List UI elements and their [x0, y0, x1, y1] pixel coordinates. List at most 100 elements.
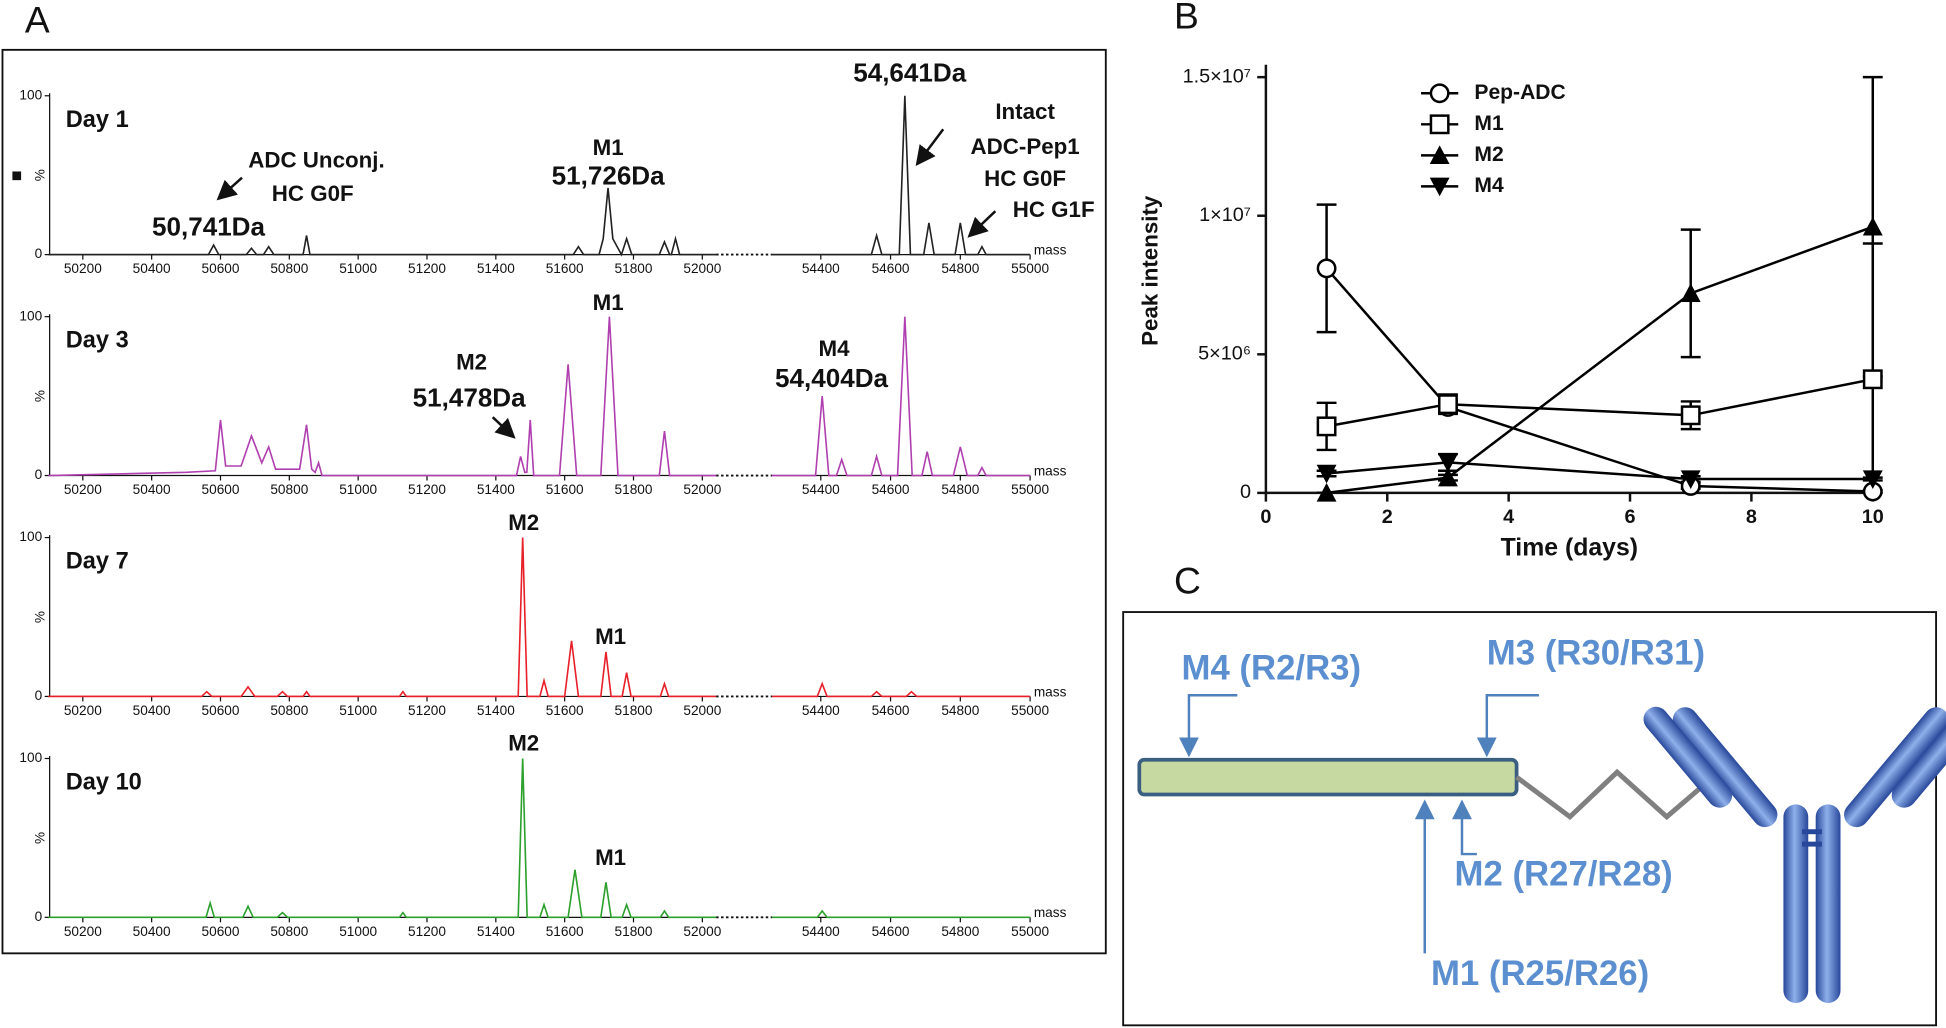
x-tick-label: 52000 — [683, 261, 721, 276]
x-tick-label: 51400 — [477, 482, 515, 497]
site-label: M3 (R30/R31) — [1487, 635, 1705, 673]
annotation: M1 — [595, 624, 626, 649]
x-tick-label: 51200 — [408, 482, 446, 497]
site-label: M1 (R25/R26) — [1431, 955, 1649, 993]
y-axis-label: % — [33, 611, 48, 623]
x-tick-label: 54600 — [872, 261, 910, 276]
x-tick-label: 52000 — [683, 924, 721, 939]
spectrum-line — [771, 95, 1031, 256]
marker — [1438, 467, 1458, 487]
y-tick-label: 100 — [19, 87, 42, 102]
linker — [1515, 768, 1721, 821]
marker — [1680, 405, 1701, 426]
legend-label: Pep-ADC — [1474, 81, 1565, 104]
x-tick-label: 50400 — [133, 261, 171, 276]
x-tick-label: 51000 — [339, 924, 377, 939]
x-tick-label: 50200 — [64, 703, 102, 718]
annotation: M2 — [508, 510, 539, 535]
x-tick-label: 6 — [1624, 506, 1635, 528]
annotation: HC G1F — [1013, 197, 1095, 222]
spectrum-line — [48, 537, 717, 698]
x-axis-label: mass — [1034, 463, 1067, 478]
marker — [1862, 470, 1883, 489]
legend-label: M1 — [1474, 112, 1504, 135]
x-tick-label: 51800 — [615, 482, 653, 497]
x-tick-label: 8 — [1746, 506, 1757, 528]
x-tick-label: 51400 — [477, 261, 515, 276]
annotation: M1 — [595, 845, 626, 870]
y-axis-label: % — [33, 169, 48, 181]
annotation: M1 — [593, 290, 624, 315]
x-tick-label: 54400 — [802, 261, 840, 276]
marker — [1429, 145, 1450, 165]
marker — [1429, 83, 1450, 104]
x-tick-label: 54800 — [941, 482, 979, 497]
panel-label: C — [1174, 559, 1201, 601]
x-tick-label: 51000 — [339, 261, 377, 276]
chart-title: Day 3 — [66, 327, 129, 353]
series-line — [1325, 267, 1873, 493]
x-axis-label: mass — [1034, 905, 1067, 920]
annotation: Intact — [995, 99, 1055, 124]
chart-title: Day 7 — [66, 548, 129, 574]
x-tick-label: 51400 — [477, 703, 515, 718]
marker — [1438, 394, 1458, 415]
series-line — [1326, 461, 1873, 481]
x-axis-label: Time (days) — [1501, 534, 1638, 561]
y-tick-label: 100 — [19, 308, 42, 323]
arrow — [491, 416, 516, 439]
y-axis-label: Peak intensity — [1138, 195, 1163, 346]
marker — [1316, 258, 1337, 279]
legend-label: M4 — [1474, 174, 1504, 197]
x-tick-label: 52000 — [683, 482, 721, 497]
annotation: ADC Unconj. — [248, 147, 384, 172]
chart-title: Day 1 — [66, 106, 129, 132]
annotation: HC G0F — [272, 181, 354, 206]
annotation: ADC-Pep1 — [971, 134, 1080, 159]
y-tick-label: 0 — [1240, 481, 1251, 503]
x-tick-label: 54400 — [802, 703, 840, 718]
spectrum-line — [771, 316, 1031, 477]
marker — [1429, 177, 1450, 197]
x-tick-label: 50600 — [202, 703, 240, 718]
x-tick-label: 55000 — [1011, 924, 1049, 939]
x-tick-label: 54600 — [872, 482, 910, 497]
x-tick-label: 51800 — [615, 261, 653, 276]
marker — [1316, 416, 1337, 437]
x-tick-label: 50200 — [64, 482, 102, 497]
arrow — [216, 176, 243, 201]
y-tick-label: 1.5×10⁷ — [1183, 65, 1251, 87]
x-tick-label: 50800 — [270, 482, 308, 497]
marker — [1680, 470, 1701, 489]
plot-area — [1316, 75, 1883, 493]
x-tick-label: 51000 — [339, 703, 377, 718]
annotation: M4 — [818, 336, 850, 361]
arrow — [1476, 693, 1539, 758]
x-tick-label: 55000 — [1011, 482, 1049, 497]
y-tick-label: 100 — [19, 750, 42, 765]
x-tick-label: 4 — [1503, 506, 1514, 528]
x-tick-label: 50400 — [133, 482, 171, 497]
spectrum-line — [48, 316, 717, 477]
marker — [1680, 283, 1701, 303]
x-tick-label: 50200 — [64, 261, 102, 276]
y-tick-label: 0 — [35, 688, 43, 703]
x-axis-label: mass — [1034, 684, 1067, 699]
site-label: M4 (R2/R3) — [1182, 650, 1362, 688]
arrow — [967, 210, 997, 238]
x-tick-label: 50400 — [133, 703, 171, 718]
x-tick-label: 51600 — [546, 482, 584, 497]
panel-label: A — [25, 0, 50, 40]
antibody — [1643, 706, 1946, 1003]
arrow — [1179, 693, 1238, 758]
annotation: 54,641Da — [853, 58, 966, 88]
marker — [1429, 114, 1450, 135]
arrow — [1452, 799, 1477, 856]
annotation: M2 — [456, 350, 487, 375]
x-tick-label: 52000 — [683, 703, 721, 718]
x-tick-label: 54600 — [872, 924, 910, 939]
x-tick-label: 54800 — [941, 703, 979, 718]
x-tick-label: 51800 — [615, 924, 653, 939]
